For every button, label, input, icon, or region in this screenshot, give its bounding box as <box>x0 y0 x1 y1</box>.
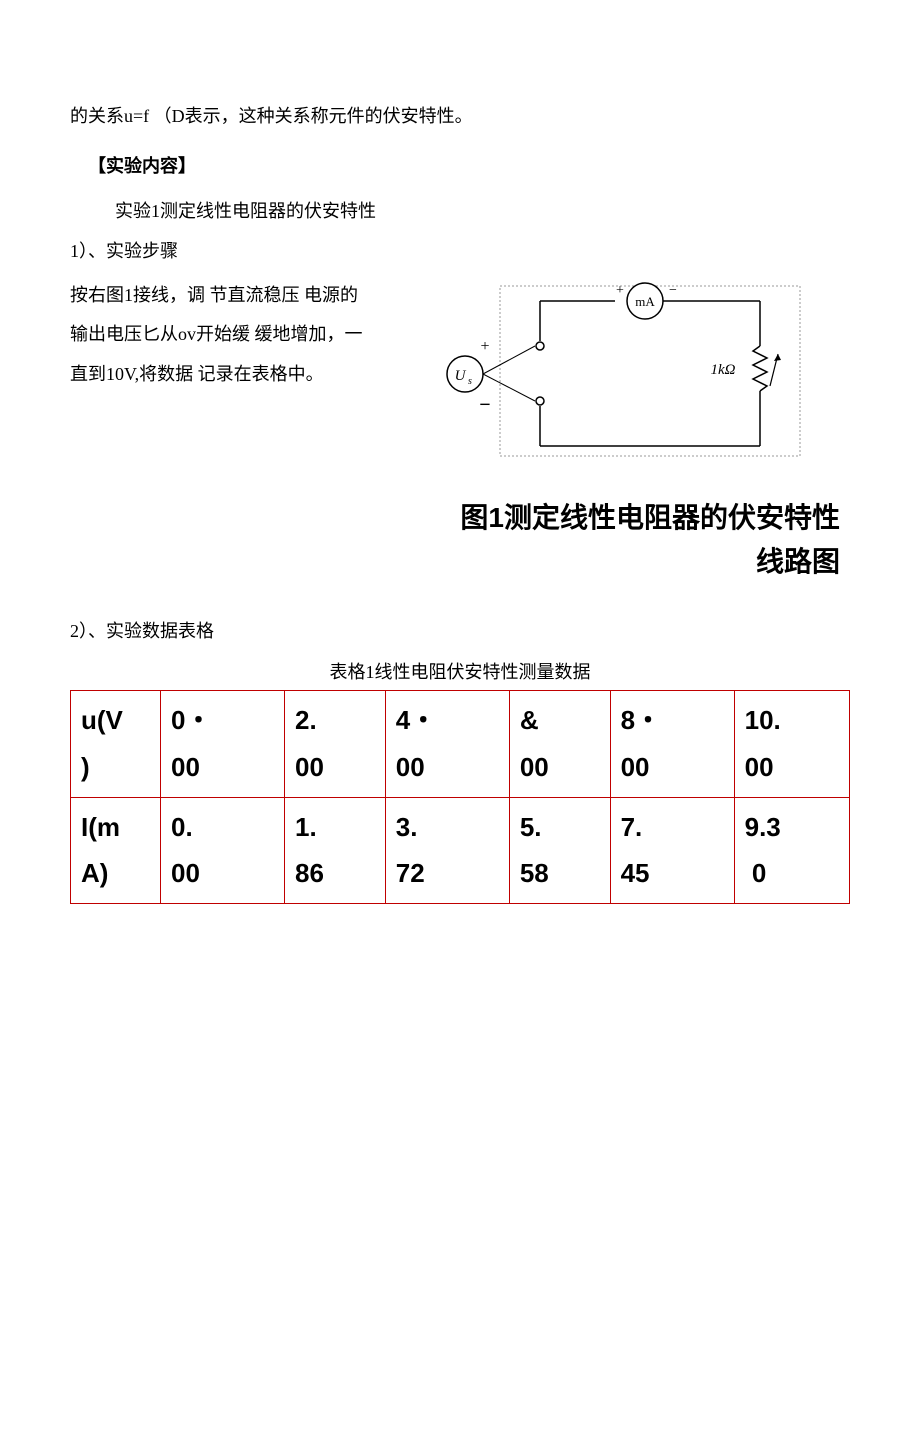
ammeter-label: mA <box>635 294 655 309</box>
source-label: U <box>455 368 467 384</box>
table-cell: 7.45 <box>610 797 734 904</box>
terminal-bottom <box>536 397 544 405</box>
source-plus: + <box>480 338 489 355</box>
table-cell: 0・00 <box>161 690 285 797</box>
table-cell: 10.00 <box>734 690 849 797</box>
source-minus: − <box>479 394 490 416</box>
step1-label: 1）、实验步骤 <box>70 235 850 267</box>
section-title: 【实验内容】 <box>70 150 850 182</box>
source-wire-bottom <box>483 374 535 401</box>
experiment-title: 实验1测定线性电阻器的伏安特性 <box>70 195 850 227</box>
table-row: I(mA) 0.00 1.86 3.72 5.58 7.45 9.3 0 <box>71 797 850 904</box>
source-label-sub: s <box>468 376 472 387</box>
step1-line2: 输出电压匕从ov开始缓 缓地增加，一 <box>70 315 380 355</box>
table-cell: 5.58 <box>509 797 610 904</box>
intro-text: 的关系u=f （D表示，这种关系称元件的伏安特性。 <box>70 100 850 132</box>
step1-line1: 按右图1接线，调 节直流稳压 电源的 <box>70 276 380 316</box>
source-wire-top <box>483 346 535 374</box>
figure-caption: 图1测定线性电阻器的伏安特性 线路图 <box>70 496 850 586</box>
table-cell: &00 <box>509 690 610 797</box>
resistor-arrow-head <box>774 354 781 361</box>
table-caption: 表格1线性电阻伏安特性测量数据 <box>70 656 850 688</box>
table-cell: 0.00 <box>161 797 285 904</box>
terminal-top <box>536 342 544 350</box>
step2-label: 2）、实验数据表格 <box>70 615 850 647</box>
table-cell: 1.86 <box>285 797 386 904</box>
row2-header: I(mA) <box>71 797 161 904</box>
table-cell: 3.72 <box>385 797 509 904</box>
row1-header: u(V) <box>71 690 161 797</box>
text-column: 按右图1接线，调 节直流稳压 电源的 输出电压匕从ov开始缓 缓地增加，一 直到… <box>70 276 380 395</box>
minus-top: − <box>669 283 677 298</box>
data-table: u(V) 0・00 2.00 4・00 &00 8・00 10.00 I(mA)… <box>70 690 850 904</box>
figure-caption-line2: 线路图 <box>756 546 840 577</box>
content-row: 按右图1接线，调 节直流稳压 电源的 输出电压匕从ov开始缓 缓地增加，一 直到… <box>70 276 850 466</box>
table-cell: 9.3 0 <box>734 797 849 904</box>
circuit-column: + mA − 1kΩ + U <box>390 276 850 466</box>
resistor-label: 1kΩ <box>710 362 735 378</box>
table-row: u(V) 0・00 2.00 4・00 &00 8・00 10.00 <box>71 690 850 797</box>
resistor-zigzag <box>753 346 767 391</box>
table-cell: 8・00 <box>610 690 734 797</box>
figure-caption-line1: 图1测定线性电阻器的伏安特性 <box>460 502 840 533</box>
plus-top: + <box>616 283 624 298</box>
table-cell: 2.00 <box>285 690 386 797</box>
step1-line3: 直到10V,将数据 记录在表格中。 <box>70 355 380 395</box>
table-cell: 4・00 <box>385 690 509 797</box>
circuit-diagram: + mA − 1kΩ + U <box>420 276 820 466</box>
